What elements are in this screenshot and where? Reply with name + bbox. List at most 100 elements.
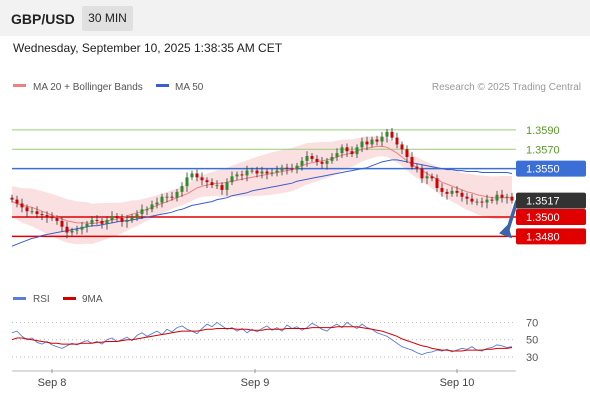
candle bbox=[260, 166, 264, 179]
candle bbox=[330, 153, 334, 164]
candle bbox=[490, 196, 494, 204]
candle bbox=[335, 148, 339, 161]
candle bbox=[460, 189, 464, 202]
candle-body bbox=[300, 160, 304, 166]
candle-body bbox=[330, 157, 334, 161]
candle bbox=[295, 162, 299, 174]
candle-body bbox=[170, 196, 174, 198]
candle-body bbox=[280, 167, 284, 171]
candle bbox=[230, 171, 234, 186]
level-labels: 1.3590 1.3570 1.3550 1.3500 1.3480 1.3517 bbox=[516, 125, 586, 245]
level-label-1.3590: 1.3590 bbox=[526, 125, 560, 137]
candle-body bbox=[230, 176, 234, 183]
candle bbox=[100, 218, 104, 229]
candle-body bbox=[405, 149, 409, 158]
forecast-arrow-head bbox=[499, 224, 512, 239]
candle-body bbox=[100, 220, 104, 224]
candle-body bbox=[260, 171, 264, 174]
candle bbox=[55, 215, 59, 225]
candle-body bbox=[290, 168, 294, 170]
candle-body bbox=[305, 156, 309, 161]
candle-body bbox=[500, 194, 504, 198]
price-legend: MA 20 + Bollinger Bands MA 50 Research ©… bbox=[13, 82, 581, 93]
candle bbox=[320, 157, 324, 169]
candle-body bbox=[10, 197, 14, 200]
candle bbox=[170, 191, 174, 201]
candle-body bbox=[50, 217, 54, 219]
rsi-line bbox=[11, 321, 513, 355]
candle bbox=[450, 187, 454, 197]
candle-body bbox=[35, 211, 39, 215]
candle-body bbox=[225, 182, 229, 190]
candle bbox=[20, 198, 24, 213]
candle-body bbox=[180, 186, 184, 192]
candle-body bbox=[160, 196, 164, 203]
candle-body bbox=[310, 156, 314, 159]
candle bbox=[90, 216, 94, 227]
candle-body bbox=[150, 204, 154, 210]
candle bbox=[205, 177, 209, 188]
candle bbox=[200, 172, 204, 186]
candle bbox=[265, 168, 269, 180]
candle bbox=[385, 128, 389, 143]
candle bbox=[285, 163, 289, 175]
candle bbox=[370, 136, 374, 148]
candle bbox=[50, 212, 54, 221]
candle bbox=[475, 198, 479, 206]
candle bbox=[160, 193, 164, 208]
timeframe-button[interactable]: 30 MIN bbox=[82, 6, 133, 31]
candle-body bbox=[125, 219, 129, 222]
candle bbox=[485, 194, 489, 209]
candle bbox=[395, 132, 399, 149]
candle-body bbox=[495, 194, 499, 201]
candle-body bbox=[25, 207, 29, 212]
candle-body bbox=[265, 171, 269, 174]
candle-body bbox=[85, 223, 89, 227]
ma20-legend-label: MA 20 + Bollinger Bands bbox=[33, 82, 143, 93]
candle-body bbox=[155, 202, 159, 205]
candle-body bbox=[175, 191, 179, 198]
candle bbox=[325, 157, 329, 170]
candle-body bbox=[210, 182, 214, 186]
candle bbox=[455, 186, 459, 197]
rsi-legend-label: RSI bbox=[33, 294, 50, 305]
candle-body bbox=[320, 161, 324, 164]
candle-body bbox=[235, 174, 239, 177]
candle-body bbox=[385, 131, 389, 137]
ma20-legend-swatch bbox=[13, 84, 26, 87]
candle-body bbox=[80, 226, 84, 230]
candle bbox=[290, 163, 294, 173]
candle-body bbox=[140, 209, 144, 215]
candle-body bbox=[420, 168, 424, 179]
candle bbox=[25, 204, 29, 218]
candle-body bbox=[435, 178, 439, 188]
candle bbox=[440, 183, 444, 197]
candle bbox=[210, 178, 214, 188]
candle bbox=[185, 172, 189, 192]
candle-body bbox=[110, 216, 114, 220]
candle-body bbox=[415, 166, 419, 169]
rsi-legend: RSI 9MA bbox=[13, 294, 103, 305]
rsi-tick-label: 50 bbox=[526, 335, 538, 347]
candle-body bbox=[90, 219, 94, 224]
candle-body bbox=[70, 230, 74, 233]
x-axis: Sep 8 Sep 9 Sep 10 bbox=[12, 369, 516, 389]
candle-body bbox=[325, 160, 329, 164]
candle bbox=[40, 211, 44, 220]
candle-body bbox=[15, 199, 19, 204]
candle bbox=[65, 221, 69, 239]
candle-body bbox=[105, 219, 109, 224]
candle bbox=[410, 152, 414, 170]
candle bbox=[135, 210, 139, 221]
candle bbox=[120, 214, 124, 227]
candle bbox=[345, 143, 349, 158]
candle bbox=[445, 188, 449, 200]
candle-body bbox=[295, 165, 299, 170]
level-label-1.3480: 1.3480 bbox=[526, 231, 560, 243]
candle-body bbox=[445, 191, 449, 194]
candle bbox=[275, 165, 279, 177]
candle-body bbox=[200, 177, 204, 181]
candle bbox=[85, 220, 89, 233]
candle-body bbox=[95, 219, 99, 221]
candle bbox=[220, 182, 224, 195]
